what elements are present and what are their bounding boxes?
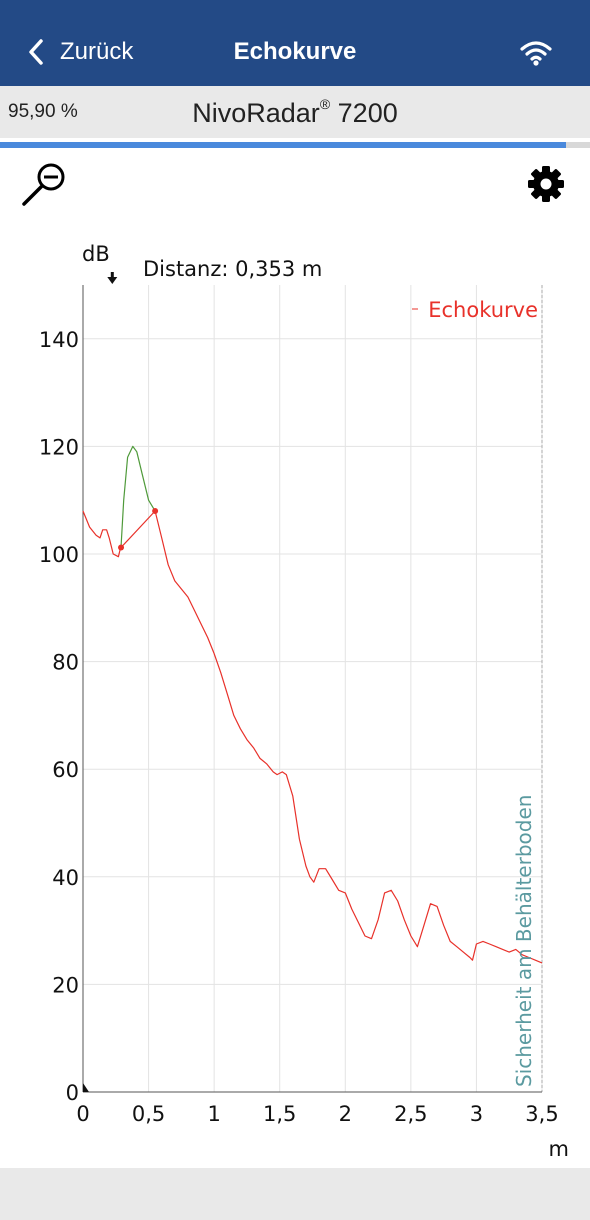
echo-point — [118, 544, 125, 551]
echo-curve-chart[interactable]: 0 20 40 60 80 100 120 140 0 0,5 1 1,5 2 2,5 3 3,5 dB m Dis… — [0, 230, 590, 1168]
legend-label: Echokurve — [428, 298, 538, 322]
chevron-left-icon — [29, 39, 43, 65]
wifi-icon — [520, 41, 552, 66]
y-tick-label: 120 — [39, 435, 79, 459]
level-progress-bar — [0, 142, 590, 148]
x-tick-label: 0,5 — [132, 1102, 165, 1126]
device-model: 7200 — [337, 98, 398, 128]
level-percent: 95,90 % — [8, 101, 78, 122]
back-button[interactable]: Zurück — [28, 32, 133, 72]
echo-point — [152, 507, 159, 514]
distance-marker-label: Distanz: 0,353 m — [143, 257, 322, 281]
device-brand: NivoRadar — [192, 98, 320, 128]
safety-label: Sicherheit am Behälterboden — [512, 795, 536, 1087]
y-axis-label: dB — [82, 242, 110, 266]
y-tick-label: 40 — [52, 866, 79, 890]
y-tick-label: 0 — [66, 1081, 79, 1105]
x-tick-label: 2,5 — [394, 1102, 427, 1126]
x-tick-label: 1 — [207, 1102, 220, 1126]
distance-arrow-head — [107, 277, 118, 284]
gear-icon[interactable] — [526, 164, 566, 204]
x-tick-label: 3,5 — [525, 1102, 558, 1126]
origin-marker — [83, 1083, 89, 1092]
zoom-out-icon[interactable] — [20, 160, 68, 208]
x-tick-label: 0 — [76, 1102, 89, 1126]
echo-curve-line — [82, 510, 543, 964]
y-tick-label: 60 — [52, 758, 79, 782]
y-tick-label: 140 — [39, 328, 79, 352]
back-label: Zurück — [60, 38, 134, 65]
x-axis-label: m — [549, 1137, 569, 1161]
page-title: Echokurve — [233, 38, 357, 65]
x-tick-label: 1,5 — [263, 1102, 296, 1126]
x-tick-label: 3 — [470, 1102, 483, 1126]
echo-peak-line — [120, 445, 156, 548]
nav-bar: Zurück Echokurve — [0, 0, 590, 86]
distance-arrow-stem — [110, 272, 114, 278]
footer-bar — [0, 1168, 590, 1220]
device-name: NivoRadar® 7200 — [0, 96, 590, 129]
y-tick-label: 80 — [52, 651, 79, 675]
registered-mark: ® — [319, 96, 331, 112]
level-progress-fill — [0, 142, 566, 148]
y-tick-label: 100 — [39, 543, 79, 567]
x-tick-label: 2 — [339, 1102, 352, 1126]
y-tick-label: 20 — [52, 973, 79, 997]
device-bar — [0, 86, 590, 138]
